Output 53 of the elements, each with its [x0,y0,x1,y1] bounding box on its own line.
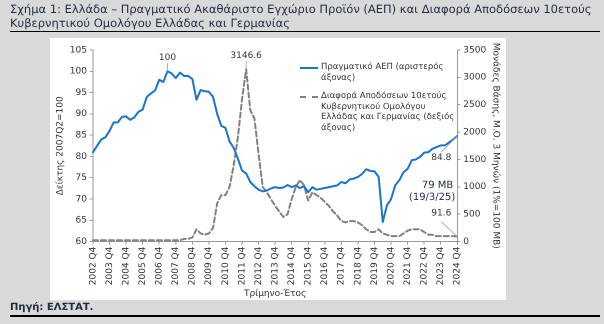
x-tick-label: 2014 Q4 [287,246,298,286]
y2-tick-label: 3500 [463,45,486,56]
y-tick-label: 100 [70,66,88,77]
y-tick-label: 95 [76,88,87,98]
y-tick-label: 90 [76,109,88,120]
x-tick-label: 2021 Q4 [402,246,413,286]
y2-axis-title: Μονάδες Βάσης, Μ.Ο. 3 Μηνών (1%=100 ΜΒ) [490,42,502,249]
data-label: 91.6 [431,208,452,218]
y-tick-label: 80 [76,152,88,162]
y2-tick-label: 3000 [463,72,486,83]
data-label: 3146.6 [230,51,262,62]
y-tick-label: 65 [76,216,87,226]
x-tick-label: 2022 Q4 [420,246,430,286]
x-axis-title: Τρίμηνο-Έτος [242,288,306,299]
x-tick-label: 2004 Q4 [121,246,132,286]
x-tick-label: 2019 Q4 [370,246,380,286]
x-tick-label: 2006 Q4 [154,246,165,286]
x-tick-label: 2015 Q4 [304,246,314,286]
y-axis-title: Δείκτης 2007Q2=100 [54,96,66,196]
y2-tick-label: 1000 [463,182,486,192]
y2-tick-label: 2000 [463,127,486,138]
x-tick-label: 2017 Q4 [336,246,347,286]
x-tick-label: 2009 Q4 [204,246,214,286]
y2-tick-label: 1500 [463,154,486,165]
y2-tick-label: 0 [463,236,470,247]
y-tick-label: 60 [76,236,88,247]
x-tick-label: 2003 Q4 [104,246,115,286]
x-tick-label: 2002 Q4 [88,246,98,286]
chart-title: Σχήμα 1: Ελλάδα – Πραγματικό Ακαθάριστο Εγχώριο Προϊόν (ΑΕΠ) και Διαφορά Αποδόσεων 10ετούς Κυβερνητικού Ομολόγου Ελλάδας και Γερμανίας [10,2,600,32]
y-tick-label: 75 [76,173,87,184]
x-tick-label: 2016 Q4 [320,246,330,286]
y2-tick-label: 2500 [463,100,486,110]
x-tick-label: 2013 Q4 [270,246,280,286]
x-tick-label: 2024 Q4 [452,246,463,286]
x-tick-label: 2012 Q4 [254,246,264,286]
x-tick-label: 2011 Q4 [237,246,248,286]
legend-label: Διαφορά Αποδόσεων 10ετούς Κυβερνητικού Ομολόγου Ελλάδας και Γερμανίας (δεξιός άξονας) [321,91,456,133]
x-tick-label: 2005 Q4 [138,246,148,286]
x-tick-label: 2010 Q4 [220,246,231,286]
x-tick-label: 2020 Q4 [386,246,396,286]
y2-tick-label: 500 [463,210,481,220]
x-tick-label: 2008 Q4 [188,246,198,286]
legend-label: Πραγματικό ΑΕΠ (αριστερός άξονας) [321,62,444,83]
y-tick-label: 85 [76,130,87,141]
annotation: 79 ΜΒ (19/3/25) [408,180,456,203]
data-label: 84.8 [431,152,452,163]
data-label: 100 [158,53,176,64]
y-tick-label: 105 [70,45,87,56]
x-tick-label: 2018 Q4 [353,246,364,286]
x-tick-label: 2007 Q4 [171,246,182,286]
y-tick-label: 70 [76,194,88,204]
text: Πηγή: ΕΛΣΤΑΤ. [10,302,600,317]
x-tick-label: 2023 Q4 [436,246,446,286]
